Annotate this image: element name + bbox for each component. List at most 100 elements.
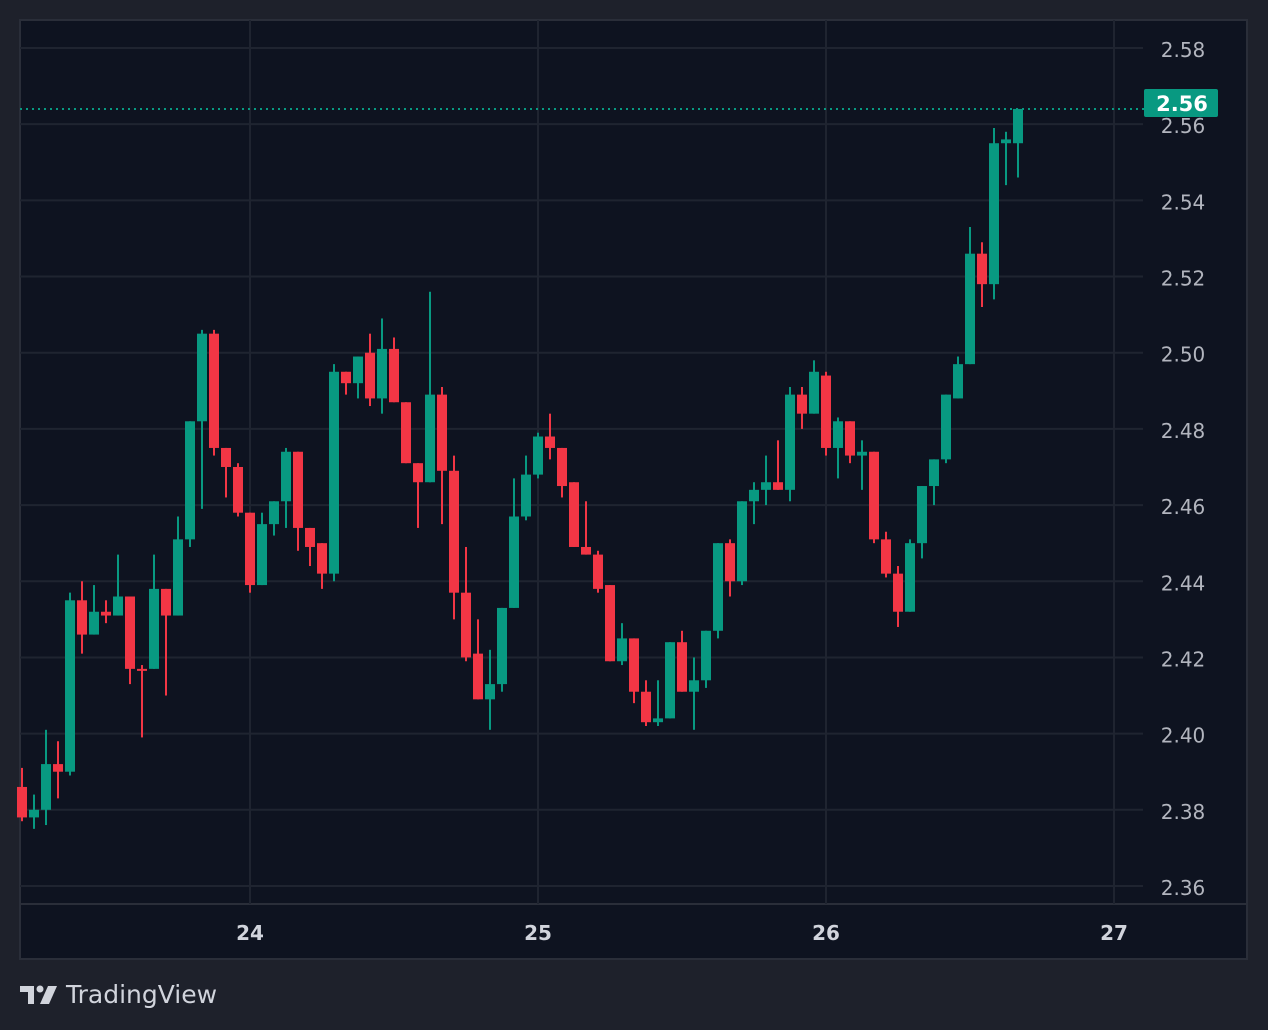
candle-body [413,463,423,483]
candle-body [401,402,411,464]
candle-body [353,356,363,384]
candle-body [581,546,591,555]
candle-down [209,329,219,456]
candle-down [437,387,447,525]
candle-body [953,364,963,399]
candle-body [917,486,927,544]
candle-body [149,588,159,669]
candle-up [689,657,699,730]
candle-body [881,539,891,574]
candle-body [701,630,711,681]
candle-down [869,451,879,544]
candle-body [833,421,843,448]
price-tick-label: 2.48 [1161,419,1206,443]
price-tick-label: 2.42 [1161,647,1206,671]
candle-down [677,630,687,692]
candle-up [185,421,195,547]
candle-up [425,291,435,483]
candle-body [89,611,99,635]
candle-body [809,371,819,414]
candle-down [581,501,591,555]
candles [17,108,1023,829]
candle-up [509,478,519,608]
price-tick-label: 2.56 [1161,114,1206,138]
candle-body [533,436,543,475]
candle-down [605,585,615,662]
candle-up [653,680,663,727]
candle-up [41,729,51,826]
candle-body [257,524,267,586]
candle-up [917,486,927,559]
candle-body [293,451,303,528]
candle-down [725,539,735,597]
candle-body [509,516,519,608]
candle-body [593,554,603,589]
candle-body [125,596,135,669]
price-axis[interactable]: 2.58 2.56 2.54 2.52 2.50 2.48 2.46 2.44 2.42 2.40… [1161,38,1206,900]
candle-body [773,482,783,490]
candle-body [161,588,171,616]
candle-down [797,387,807,429]
candle-down [53,741,63,799]
candle-up [713,543,723,639]
candle-body [713,543,723,631]
candle-body [965,253,975,365]
candle-down [401,402,411,464]
candle-up [749,482,759,525]
candle-down [845,421,855,464]
candle-body [929,459,939,487]
candle-down [461,546,471,662]
candle-body [893,573,903,612]
time-axis[interactable]: 24 25 26 27 [236,921,1128,945]
candle-body [341,371,351,384]
candle-body [29,809,39,818]
price-tick-label: 2.36 [1161,876,1206,900]
candle-up [533,432,543,479]
candle-body [689,680,699,692]
candle-body [521,474,531,517]
candle-body [101,611,111,616]
candle-body [41,764,51,810]
candle-up [149,554,159,669]
time-tick-label: 24 [236,921,264,945]
candle-down [77,581,87,654]
candle-up [617,623,627,666]
candle-body [17,786,27,818]
candle-up [329,364,339,582]
candle-body [437,394,447,471]
candle-body [425,394,435,483]
candle-up [785,387,795,502]
candle-down [341,371,351,395]
tradingview-logo[interactable]: TradingView [20,980,217,1009]
candle-down [593,550,603,593]
candle-up [257,512,267,586]
candle-body [245,512,255,586]
candle-up [665,642,675,719]
candle-down [545,413,555,460]
candle-down [821,371,831,456]
candle-body [869,451,879,540]
candle-body [845,421,855,456]
grid [20,20,1143,904]
candle-body [485,684,495,700]
candle-down [629,638,639,704]
candle-down [389,337,399,403]
candle-up [521,455,531,521]
candle-up [953,356,963,399]
price-tick-label: 2.58 [1161,38,1206,62]
time-tick-label: 25 [524,921,552,945]
candle-down [365,333,375,407]
candle-down [305,527,315,567]
candle-body [749,489,759,502]
candle-body [797,394,807,414]
candle-up [1001,131,1011,186]
candle-down [221,447,231,498]
candle-up [29,794,39,829]
candle-body [137,668,147,671]
candle-down [125,596,135,685]
candle-up [1013,108,1023,178]
candle-body [941,394,951,460]
last-price-badge: 2.56 [1144,88,1218,117]
price-tick-label: 2.54 [1161,190,1206,214]
